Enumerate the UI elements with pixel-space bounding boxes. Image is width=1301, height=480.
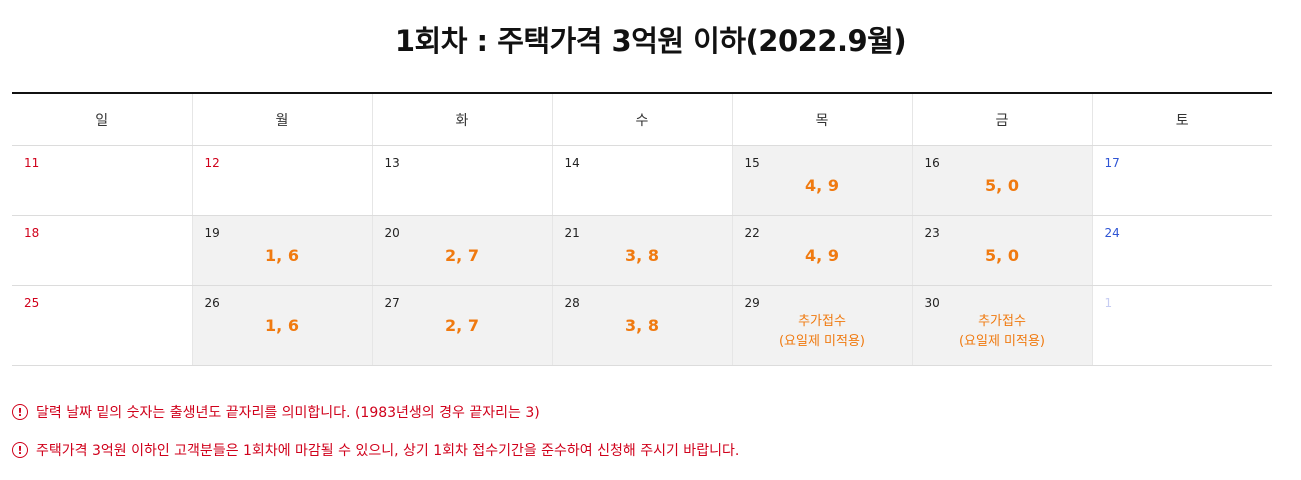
day-number: 29	[744, 296, 760, 310]
calendar-day-cell: 12	[191, 145, 372, 216]
day-number: 20	[384, 226, 400, 240]
day-number: 26	[204, 296, 220, 310]
weekday-wed: 수	[551, 93, 732, 146]
extra-application-note: 추가접수	[798, 314, 846, 329]
birth-year-digits: 2, 7	[445, 246, 479, 265]
day-number: 18	[24, 226, 40, 240]
weekday-fri: 금	[911, 93, 1092, 146]
birth-year-digits: 3, 8	[625, 246, 659, 265]
calendar-day-cell: 25	[12, 285, 192, 366]
extra-application-subnote: (요일제 미적용)	[778, 334, 866, 349]
day-number: 27	[384, 296, 400, 310]
weekday-sun: 일	[12, 93, 192, 146]
week-row: 25 26 1, 6 27 2, 7 28 3, 8 29 추가접수 (요일제 미적용) …	[12, 285, 1272, 366]
exclamation-icon: !	[12, 442, 28, 458]
calendar-day-cell: 1	[1091, 285, 1272, 366]
day-number: 28	[564, 296, 580, 310]
calendar-day-cell: 17	[1091, 145, 1272, 216]
weekday-thu: 목	[731, 93, 912, 146]
calendar-day-cell: 16 5, 0	[911, 145, 1092, 216]
notice-text: 달력 날짜 밑의 숫자는 출생년도 끝자리를 의미합니다. (1983년생의 경…	[36, 405, 540, 421]
weekday-tue: 화	[371, 93, 552, 146]
birth-year-digits: 2, 7	[445, 316, 479, 335]
calendar-day-cell: 24	[1091, 215, 1272, 286]
day-number: 12	[204, 156, 220, 170]
calendar-day-cell: 22 4, 9	[731, 215, 912, 286]
day-number: 13	[384, 156, 400, 170]
birth-year-digits: 1, 6	[265, 246, 299, 265]
birth-year-digits: 1, 6	[265, 316, 299, 335]
birth-year-digits: 4, 9	[805, 176, 839, 195]
calendar-day-cell: 29 추가접수 (요일제 미적용)	[731, 285, 912, 366]
calendar-day-cell: 15 4, 9	[731, 145, 912, 216]
calendar-day-cell: 26 1, 6	[191, 285, 372, 366]
page-title: 1회차 : 주택가격 3억원 이하(2022.9월)	[394, 24, 907, 58]
day-number: 17	[1104, 156, 1120, 170]
birth-year-digits: 3, 8	[625, 316, 659, 335]
calendar-day-cell: 21 3, 8	[551, 215, 732, 286]
calendar-day-cell: 19 1, 6	[191, 215, 372, 286]
day-number: 14	[564, 156, 580, 170]
notice-line: ! 달력 날짜 밑의 숫자는 출생년도 끝자리를 의미합니다. (1983년생의…	[12, 402, 540, 422]
calendar-day-cell: 18	[12, 215, 192, 286]
calendar-day-cell: 30 추가접수 (요일제 미적용)	[911, 285, 1092, 366]
day-number: 21	[564, 226, 580, 240]
day-number: 23	[924, 226, 940, 240]
day-number: 19	[204, 226, 220, 240]
day-number: 11	[24, 156, 40, 170]
calendar-day-cell: 11	[12, 145, 192, 216]
weekday-mon: 월	[191, 93, 372, 146]
birth-year-digits: 4, 9	[805, 246, 839, 265]
day-number: 1	[1104, 296, 1113, 310]
notice-text: 주택가격 3억원 이하인 고객분들은 1회차에 마감될 수 있으니, 상기 1회…	[36, 443, 740, 459]
calendar-table: 일 월 화 수 목 금 토 11 12 13 14 15 4, 9 16 5, 0 …	[12, 92, 1272, 366]
exclamation-icon: !	[12, 404, 28, 420]
weekday-header-row: 일 월 화 수 목 금 토	[12, 93, 1272, 146]
day-number: 15	[744, 156, 760, 170]
calendar-day-cell: 20 2, 7	[371, 215, 552, 286]
calendar-day-cell: 27 2, 7	[371, 285, 552, 366]
day-number: 25	[24, 296, 40, 310]
calendar-day-cell: 23 5, 0	[911, 215, 1092, 286]
week-row: 11 12 13 14 15 4, 9 16 5, 0 17	[12, 145, 1272, 216]
birth-year-digits: 5, 0	[985, 176, 1019, 195]
week-row: 18 19 1, 6 20 2, 7 21 3, 8 22 4, 9 23 5, 0 24	[12, 215, 1272, 286]
birth-year-digits: 5, 0	[985, 246, 1019, 265]
weekday-sat: 토	[1091, 93, 1272, 146]
calendar-day-cell: 14	[551, 145, 732, 216]
day-number: 16	[924, 156, 940, 170]
extra-application-subnote: (요일제 미적용)	[958, 334, 1046, 349]
day-number: 24	[1104, 226, 1120, 240]
day-number: 22	[744, 226, 760, 240]
extra-application-note: 추가접수	[978, 314, 1026, 329]
day-number: 30	[924, 296, 940, 310]
notice-line: ! 주택가격 3억원 이하인 고객분들은 1회차에 마감될 수 있으니, 상기 …	[12, 440, 739, 460]
calendar-day-cell: 28 3, 8	[551, 285, 732, 366]
calendar-day-cell: 13	[371, 145, 552, 216]
